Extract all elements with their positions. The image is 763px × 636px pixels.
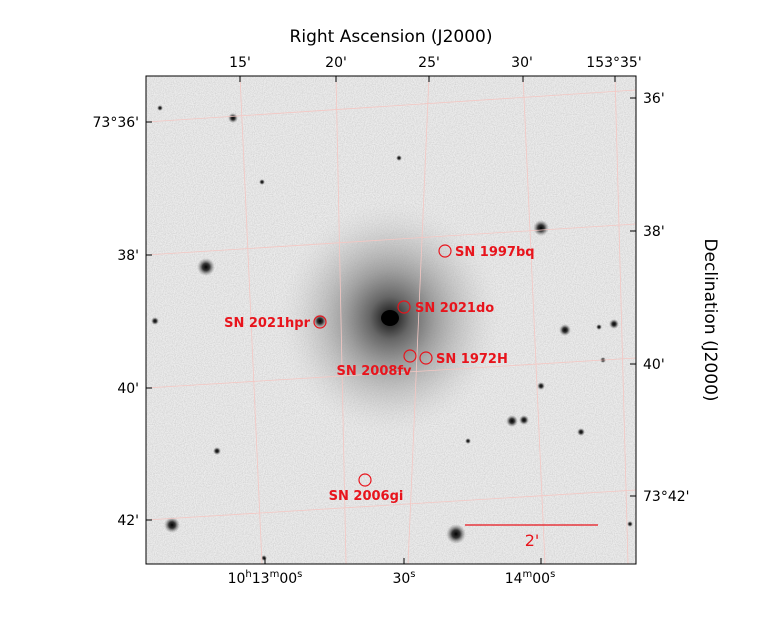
right-tick-label: 40' [643, 357, 665, 373]
sn-marker [397, 300, 411, 314]
star [197, 258, 215, 276]
star [519, 415, 529, 425]
star [213, 447, 221, 455]
star [537, 382, 545, 390]
star [157, 105, 163, 111]
sn-marker [358, 473, 372, 487]
bottom-tick-label: 30s [392, 569, 415, 587]
sn-label: SN 2021hpr [224, 316, 311, 331]
sn-marker [313, 315, 327, 329]
right-tick-label: 38' [643, 224, 665, 240]
star [446, 524, 466, 544]
top-axis-title: Right Ascension (J2000) [290, 27, 493, 47]
bottom-tick-label: 14m00s [505, 569, 556, 587]
tick-marks [146, 76, 636, 564]
star [151, 317, 159, 325]
sn-label: SN 2008fv [336, 364, 412, 379]
top-tick-label: 153°35' [586, 55, 641, 71]
sn-label: SN 1997bq [455, 245, 535, 260]
sn-marker [419, 351, 433, 365]
supernova-markers [313, 244, 452, 487]
galaxy-core [381, 310, 399, 326]
right-tick-label: 73°42' [643, 489, 689, 505]
star [465, 438, 471, 444]
left-tick-label: 73°36' [93, 115, 139, 131]
top-tick-label: 20' [325, 55, 347, 71]
star [228, 113, 238, 123]
star [577, 428, 585, 436]
sn-marker [438, 244, 452, 258]
star [259, 179, 265, 185]
right-tick-label: 36' [643, 91, 665, 107]
coordinate-grid [146, 76, 636, 564]
star [627, 521, 633, 527]
left-tick-label: 38' [117, 248, 139, 264]
star [396, 155, 402, 161]
sn-label: SN 1972H [436, 352, 508, 367]
left-tick-label: 42' [117, 513, 139, 529]
star [609, 319, 619, 329]
left-tick-label: 40' [117, 381, 139, 397]
bottom-tick-label: 10h13m00s [228, 569, 303, 587]
right-axis-title: Declination (J2000) [700, 238, 720, 401]
image-frame [145, 75, 637, 565]
sn-label: SN 2021do [415, 301, 494, 316]
star [533, 220, 549, 236]
sky-features [146, 76, 636, 564]
star [506, 415, 518, 427]
top-tick-label: 15' [229, 55, 251, 71]
top-tick-label: 30' [511, 55, 533, 71]
star [559, 324, 571, 336]
scale-bar-label: 2' [525, 531, 540, 550]
sn-label: SN 2006gi [329, 489, 404, 504]
top-tick-label: 25' [418, 55, 440, 71]
star [164, 517, 180, 533]
star [596, 324, 602, 330]
sn-marker [403, 349, 417, 363]
